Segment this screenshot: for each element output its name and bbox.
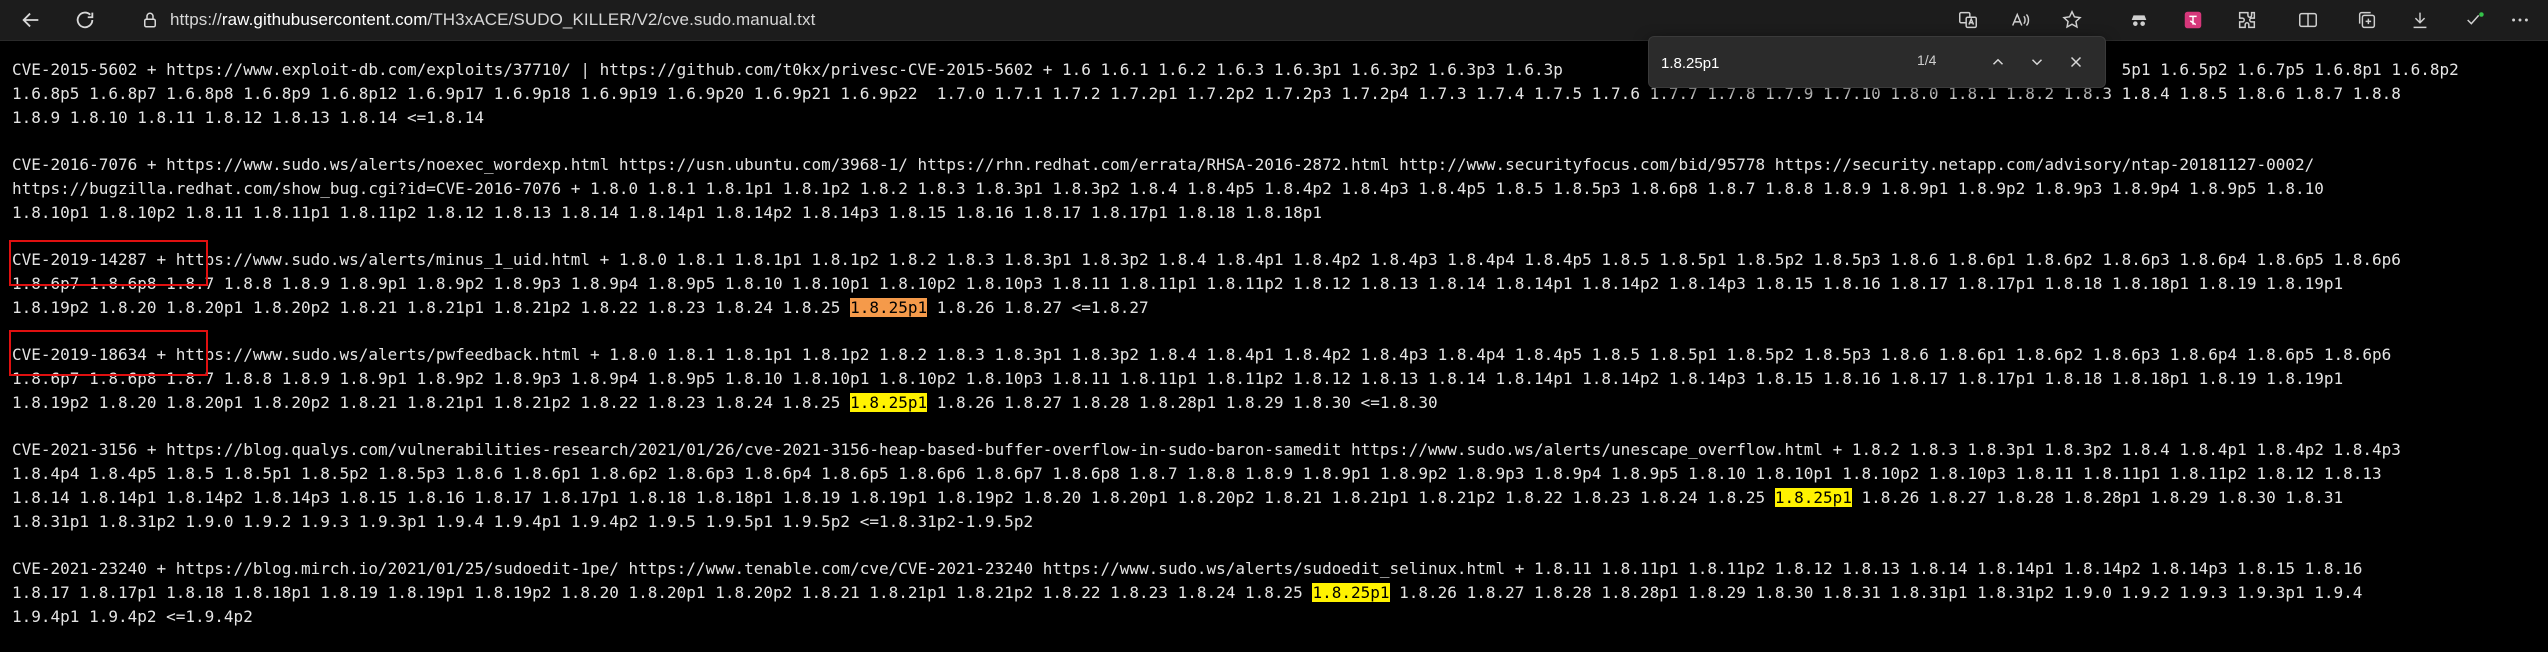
text-segment: 5p1 1.6.5p2 1.6.7p5 1.6.8p1 1.6.8p2 <box>2121 60 2459 79</box>
text-line: CVE-2015-5602 + https://www.exploit-db.c… <box>12 58 2548 82</box>
url-path: /TH3xACE/SUDO_KILLER/V2/cve.sudo.manual.… <box>427 10 816 29</box>
find-match-count: 1/4 <box>1917 52 1937 68</box>
text-line: 1.8.19p2 1.8.20 1.8.20p1 1.8.20p2 1.8.21… <box>12 391 2548 415</box>
text-segment: https://bugzilla.redhat.com/show_bug.cgi… <box>12 179 2324 198</box>
text-segment: CVE-2019-18634 + https://www.sudo.ws/ale… <box>12 345 2392 364</box>
text-segment: 1.8.26 1.8.27 1.8.28 1.8.28p1 1.8.29 1.8… <box>1851 488 2344 507</box>
find-highlight-match: 1.8.25p1 <box>1312 583 1390 602</box>
text-segment: 1.8.9 1.8.10 1.8.11 1.8.12 1.8.13 1.8.14… <box>12 108 485 127</box>
cve-entry: CVE-2021-3156 + https://blog.qualys.com/… <box>12 438 2548 534</box>
url-text[interactable]: https://raw.githubusercontent.com/TH3xAC… <box>170 10 815 30</box>
close-find-icon[interactable] <box>2063 49 2089 75</box>
find-bar: 1/4 <box>1648 36 2106 88</box>
find-highlight-match: 1.8.25p1 <box>850 393 928 412</box>
cve-entry: CVE-2021-23240 + https://blog.mirch.io/2… <box>12 557 2548 629</box>
text-line: CVE-2021-23240 + https://blog.mirch.io/2… <box>12 557 2548 581</box>
text-segment: CVE-2021-3156 + https://blog.qualys.com/… <box>12 440 2401 459</box>
translate-icon[interactable] <box>1953 6 1983 34</box>
extensions-puzzle-icon[interactable] <box>2232 6 2262 34</box>
previous-match-icon[interactable] <box>1985 49 2011 75</box>
spy-extension-icon[interactable] <box>2124 6 2154 34</box>
more-menu-icon[interactable] <box>2505 6 2535 34</box>
text-line: https://bugzilla.redhat.com/show_bug.cgi… <box>12 177 2548 201</box>
text-line: 1.8.17 1.8.17p1 1.8.18 1.8.18p1 1.8.19 1… <box>12 581 2548 605</box>
text-line: 1.8.4p4 1.8.4p5 1.8.5 1.8.5p1 1.8.5p2 1.… <box>12 462 2548 486</box>
text-line: 1.8.14 1.8.14p1 1.8.14p2 1.8.14p3 1.8.15… <box>12 486 2548 510</box>
cve-entry: CVE-2019-14287 + https://www.sudo.ws/ale… <box>12 248 2548 320</box>
text-segment: 1.8.26 1.8.27 1.8.28 1.8.28p1 1.8.29 1.8… <box>1389 583 2363 602</box>
annotation-box-cve-2019-18634 <box>9 330 208 376</box>
text-segment: 1.6.8p5 1.6.8p7 1.6.8p8 1.6.8p9 1.6.8p12… <box>12 84 2401 103</box>
text-line: 1.8.6p7 1.8.6p8 1.8.7 1.8.8 1.8.9 1.8.9p… <box>12 272 2548 296</box>
text-segment: 1.8.19p2 1.8.20 1.8.20p1 1.8.20p2 1.8.21… <box>12 393 851 412</box>
address-bar[interactable]: https://raw.githubusercontent.com/TH3xAC… <box>138 4 1938 36</box>
text-line: 1.8.9 1.8.10 1.8.11 1.8.12 1.8.13 1.8.14… <box>12 106 2548 130</box>
text-line: CVE-2019-18634 + https://www.sudo.ws/ale… <box>12 343 2548 367</box>
text-segment: CVE-2015-5602 + https://www.exploit-db.c… <box>12 60 1563 79</box>
text-line: 1.8.31p1 1.8.31p2 1.9.0 1.9.2 1.9.3 1.9.… <box>12 510 2548 534</box>
text-segment: 1.8.14 1.8.14p1 1.8.14p2 1.8.14p3 1.8.15… <box>12 488 1775 507</box>
text-line: 1.9.4p1 1.9.4p2 <=1.9.4p2 <box>12 605 2548 629</box>
find-input[interactable] <box>1659 47 1903 79</box>
browser-toolbar: https://raw.githubusercontent.com/TH3xAC… <box>0 0 2548 41</box>
url-host: raw.githubusercontent.com <box>221 10 428 29</box>
cve-entry: CVE-2019-18634 + https://www.sudo.ws/ale… <box>12 343 2548 415</box>
refresh-icon[interactable] <box>70 6 100 34</box>
text-segment: 1.8.26 1.8.27 <=1.8.27 <box>927 298 1149 317</box>
annotation-box-cve-2019-14287 <box>9 240 208 286</box>
text-segment: CVE-2021-23240 + https://blog.mirch.io/2… <box>12 559 2363 578</box>
text-segment: CVE-2016-7076 + https://www.sudo.ws/aler… <box>12 155 2315 174</box>
text-line: 1.8.6p7 1.8.6p8 1.8.7 1.8.8 1.8.9 1.8.9p… <box>12 367 2548 391</box>
text-segment: 1.8.6p7 1.8.6p8 1.8.7 1.8.8 1.8.9 1.8.9p… <box>12 369 2344 388</box>
text-line: 1.8.19p2 1.8.20 1.8.20p1 1.8.20p2 1.8.21… <box>12 296 2548 320</box>
lock-icon[interactable] <box>138 8 162 32</box>
text-segment: 1.8.17 1.8.17p1 1.8.18 1.8.18p1 1.8.19 1… <box>12 583 1313 602</box>
find-highlight-current: 1.8.25p1 <box>850 298 928 317</box>
cve-entry: CVE-2015-5602 + https://www.exploit-db.c… <box>12 58 2548 130</box>
url-scheme: https:// <box>170 10 222 29</box>
find-highlight-match: 1.8.25p1 <box>1774 488 1852 507</box>
split-screen-icon[interactable] <box>2293 6 2323 34</box>
text-line: CVE-2016-7076 + https://www.sudo.ws/aler… <box>12 153 2548 177</box>
text-line: CVE-2021-3156 + https://blog.qualys.com/… <box>12 438 2548 462</box>
browser-essentials-icon[interactable] <box>2460 6 2490 34</box>
text-segment: 1.8.19p2 1.8.20 1.8.20p1 1.8.20p2 1.8.21… <box>12 298 851 317</box>
translate-extension-icon[interactable] <box>2178 6 2208 34</box>
cve-entry: CVE-2016-7076 + https://www.sudo.ws/aler… <box>12 153 2548 225</box>
text-segment: 1.8.6p7 1.8.6p8 1.8.7 1.8.8 1.8.9 1.8.9p… <box>12 274 2344 293</box>
text-segment: 1.9.4p1 1.9.4p2 <=1.9.4p2 <box>12 607 253 626</box>
text-line: CVE-2019-14287 + https://www.sudo.ws/ale… <box>12 248 2548 272</box>
text-segment: 1.8.26 1.8.27 1.8.28 1.8.28p1 1.8.29 1.8… <box>927 393 1438 412</box>
text-segment: CVE-2019-14287 + https://www.sudo.ws/ale… <box>12 250 2401 269</box>
next-match-icon[interactable] <box>2024 49 2050 75</box>
text-line: 1.6.8p5 1.6.8p7 1.6.8p8 1.6.8p9 1.6.8p12… <box>12 82 2548 106</box>
text-line: 1.8.10p1 1.8.10p2 1.8.11 1.8.11p1 1.8.11… <box>12 201 2548 225</box>
download-icon[interactable] <box>2405 6 2435 34</box>
favorite-star-icon[interactable] <box>2057 6 2087 34</box>
text-segment: 1.8.4p4 1.8.4p5 1.8.5 1.8.5p1 1.8.5p2 1.… <box>12 464 2382 483</box>
text-segment: 1.8.31p1 1.8.31p2 1.9.0 1.9.2 1.9.3 1.9.… <box>12 512 1034 531</box>
text-segment: 1.8.10p1 1.8.10p2 1.8.11 1.8.11p1 1.8.11… <box>12 203 1323 222</box>
collections-icon[interactable] <box>2352 6 2382 34</box>
read-aloud-icon[interactable] <box>2005 6 2035 34</box>
plain-text-document: CVE-2015-5602 + https://www.exploit-db.c… <box>12 58 2548 652</box>
back-icon[interactable] <box>16 6 46 34</box>
